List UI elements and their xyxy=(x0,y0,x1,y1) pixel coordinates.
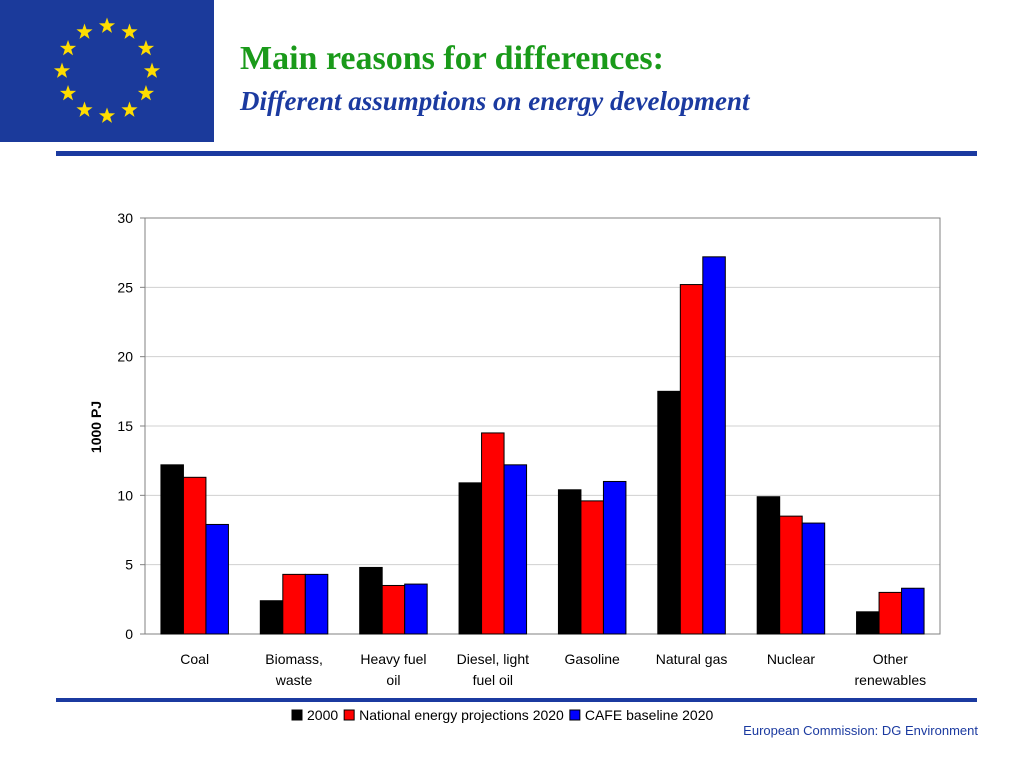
y-tick-label: 10 xyxy=(117,487,133,503)
y-tick-label: 20 xyxy=(117,349,133,365)
star-icon xyxy=(98,17,116,33)
axis-layer: 0 5 10 15 20 25 30 Coal Biomass, waste Heavy fuel o… xyxy=(117,210,926,688)
page-subtitle: Different assumptions on energy developm… xyxy=(240,86,750,116)
legend-label: 2000 xyxy=(307,707,338,723)
bar-national-2020 xyxy=(679,284,704,635)
top-divider xyxy=(56,151,977,156)
legend-swatch xyxy=(291,709,303,721)
star-icon xyxy=(137,85,155,101)
star-icon xyxy=(143,62,161,78)
legend-swatch xyxy=(569,709,581,721)
y-tick-label: 0 xyxy=(125,626,133,642)
star-icon xyxy=(76,23,93,39)
bar-y2000 xyxy=(557,489,582,635)
bar-cafe-2020 xyxy=(702,256,726,635)
x-tick-label: Gasoline xyxy=(565,651,620,667)
legend-swatch xyxy=(343,709,355,721)
bar-cafe-2020 xyxy=(503,464,528,635)
bar-y2000 xyxy=(657,390,681,635)
bar-y2000 xyxy=(458,482,483,635)
x-tick-label: Other xyxy=(873,651,908,667)
bar-national-2020 xyxy=(779,515,803,635)
bar-national-2020 xyxy=(182,476,207,635)
x-tick-label: Coal xyxy=(180,651,209,667)
x-tick-label: Nuclear xyxy=(767,651,816,667)
bar-cafe-2020 xyxy=(901,587,925,635)
y-tick-label: 5 xyxy=(125,557,133,573)
bar-y2000 xyxy=(359,566,383,635)
star-icon xyxy=(53,62,71,78)
star-icon xyxy=(121,23,138,39)
x-tick-label: renewables xyxy=(855,672,927,688)
bars-layer xyxy=(160,256,925,635)
bar-national-2020 xyxy=(878,591,903,635)
legend-label: CAFE baseline 2020 xyxy=(585,707,714,723)
y-tick-label: 25 xyxy=(117,279,133,295)
bar-cafe-2020 xyxy=(304,573,329,635)
x-tick-label: oil xyxy=(386,672,400,688)
bar-y2000 xyxy=(756,496,781,635)
star-icon xyxy=(76,101,93,117)
footer-credit: European Commission: DG Environment xyxy=(743,723,978,738)
star-icon xyxy=(137,40,155,56)
x-tick-label: fuel oil xyxy=(473,672,513,688)
bar-y2000 xyxy=(160,464,184,635)
eu-flag-logo xyxy=(0,0,214,142)
x-tick-label: Natural gas xyxy=(656,651,728,667)
y-tick-label: 15 xyxy=(117,418,133,434)
bar-cafe-2020 xyxy=(602,480,627,635)
bar-cafe-2020 xyxy=(404,583,428,635)
bottom-divider xyxy=(56,698,977,702)
star-icon xyxy=(59,85,77,101)
legend: 2000 National energy projections 2020 CAFE… xyxy=(291,707,714,723)
bar-national-2020 xyxy=(381,584,406,635)
legend-label: National energy projections 2020 xyxy=(359,707,564,723)
bar-national-2020 xyxy=(282,573,306,635)
star-icon xyxy=(121,101,138,117)
grid-layer xyxy=(145,286,940,566)
bar-y2000 xyxy=(259,600,284,635)
x-tick-label: Biomass, xyxy=(265,651,323,667)
star-icon xyxy=(59,40,77,56)
bar-cafe-2020 xyxy=(801,522,826,635)
x-tick-label: Heavy fuel xyxy=(360,651,426,667)
page-title: Main reasons for differences: xyxy=(240,40,664,77)
y-axis-label: 1000 PJ xyxy=(88,401,104,453)
x-tick-label: waste xyxy=(275,672,313,688)
bar-y2000 xyxy=(856,611,880,635)
bar-cafe-2020 xyxy=(205,523,229,635)
bar-national-2020 xyxy=(481,432,505,635)
eu-stars-icon xyxy=(53,17,161,123)
bar-national-2020 xyxy=(580,500,604,635)
x-tick-label: Diesel, light xyxy=(457,651,529,667)
y-tick-label: 30 xyxy=(117,210,133,226)
star-icon xyxy=(98,107,116,123)
